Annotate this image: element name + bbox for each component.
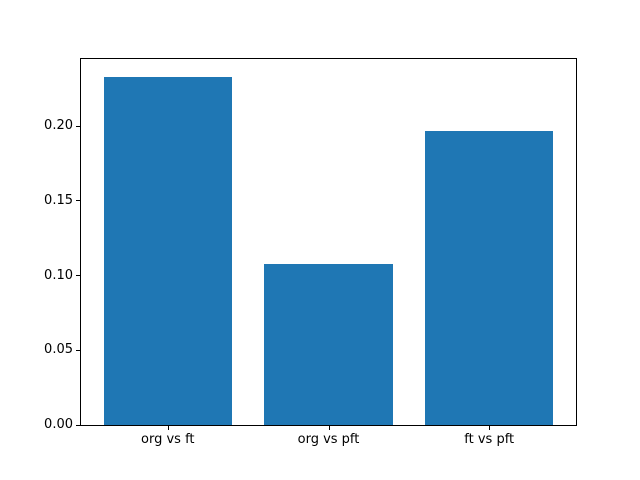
y-axis-tick-label: 0.05 — [44, 342, 73, 358]
plot-area: org vs ft org vs pft ft vs pft 0.00 0.05 0.10… — [44, 58, 577, 447]
x-axis-tick-label: ft vs pft — [464, 432, 515, 447]
y-axis-tick — [76, 349, 80, 351]
x-axis-tick-label: org vs pft — [297, 432, 360, 447]
y-axis-tick — [76, 275, 80, 277]
y-axis-tick — [76, 125, 80, 127]
x-axis-tick — [167, 426, 169, 430]
bar-org-vs-pft — [264, 263, 393, 425]
bar-org-vs-ft — [103, 76, 233, 425]
y-axis-tick — [76, 424, 80, 426]
y-axis-tick-label: 0.00 — [44, 417, 73, 432]
y-axis-tick-label: 0.10 — [44, 267, 73, 283]
y-axis-tick-label: 0.20 — [44, 118, 73, 134]
bar-ft-vs-pft — [424, 130, 554, 425]
x-axis-tick — [328, 426, 330, 430]
x-axis-tick-label: org vs ft — [141, 432, 195, 447]
y-axis-tick-label: 0.15 — [44, 192, 73, 208]
y-axis-tick — [76, 200, 80, 202]
x-axis-tick — [489, 426, 491, 430]
